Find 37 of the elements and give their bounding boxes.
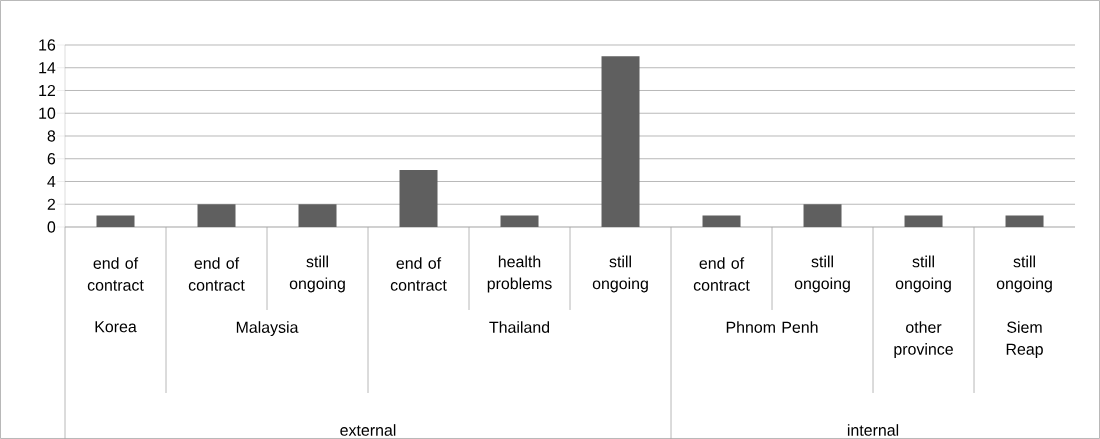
bar: [904, 215, 943, 227]
y-tick-label: 4: [47, 175, 56, 187]
x-tick-label: end of contract: [87, 257, 144, 291]
x-tick-label: still ongoing: [794, 255, 850, 293]
x-tick-label: still ongoing: [895, 255, 951, 293]
bar: [702, 215, 741, 227]
bar: [601, 56, 640, 227]
x-tick-label: end of contract: [390, 257, 447, 291]
y-tick-label: 6: [47, 152, 56, 165]
y-tick-label: 0: [47, 221, 56, 233]
text: Phnom Penh: [726, 321, 818, 333]
bar: [96, 215, 135, 227]
x-tick-label: end of contract: [188, 257, 245, 291]
x-tick-label: still ongoing: [996, 255, 1052, 293]
x-tick-label: still ongoing: [289, 255, 345, 293]
x-tick-label: health problems: [487, 255, 552, 293]
bar: [197, 204, 236, 227]
bar: [298, 204, 337, 227]
y-tick-label: 16: [39, 39, 56, 51]
y-tick-label: 10: [39, 107, 56, 119]
text: external: [340, 423, 396, 436]
y-tick-label: 12: [39, 84, 55, 96]
text: Malaysia: [236, 321, 299, 336]
y-tick-label: 14: [39, 62, 56, 74]
text: internal: [847, 423, 899, 436]
x-tick-label: end of contract: [693, 257, 750, 291]
y-tick-label: 2: [47, 198, 55, 210]
x-tick-label: still ongoing: [592, 255, 648, 293]
text: Thailand: [489, 321, 550, 333]
bar: [399, 169, 438, 227]
bar: [1005, 215, 1044, 227]
bar: [803, 204, 842, 227]
text: Korea: [95, 321, 137, 333]
text: Siem Reap: [1006, 321, 1043, 358]
bar: [500, 215, 539, 227]
y-tick-label: 8: [47, 130, 56, 142]
text: other province: [894, 321, 953, 358]
